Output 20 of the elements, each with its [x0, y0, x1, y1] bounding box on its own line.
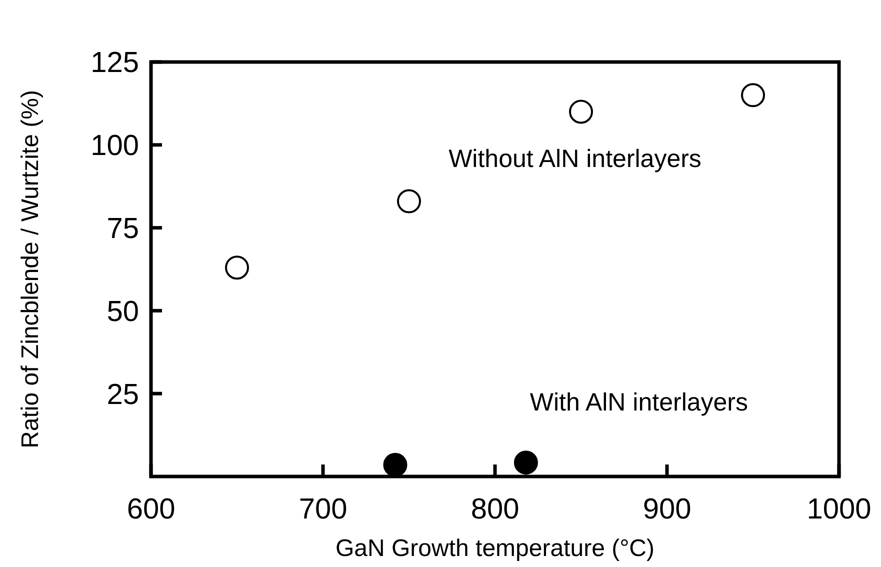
y-axis-title: Ratio of Zincblende / Wurtzite (%) — [17, 90, 44, 448]
y-tick-label: 75 — [106, 212, 139, 245]
y-tick-label: 125 — [90, 47, 139, 80]
point — [397, 189, 421, 214]
x-tick-label: 800 — [470, 494, 520, 526]
x-axis-title: GaN Growth temperature (°C) — [335, 535, 655, 562]
point — [383, 452, 408, 477]
series-label: With AlN interlayers — [530, 388, 748, 417]
y-tick-label: 50 — [106, 296, 139, 328]
y-tick-label: 25 — [106, 378, 139, 411]
x-tick-label: 1000 — [806, 494, 872, 526]
point — [741, 83, 765, 108]
x-tick-label: 900 — [642, 494, 692, 526]
x-tick-label: 700 — [298, 494, 348, 526]
point — [569, 100, 593, 124]
series-label: Without AlN interlayers — [448, 145, 702, 174]
y-tick-label: 100 — [90, 130, 139, 162]
point — [225, 256, 249, 280]
x-tick-label: 600 — [126, 494, 176, 526]
point — [514, 450, 538, 475]
